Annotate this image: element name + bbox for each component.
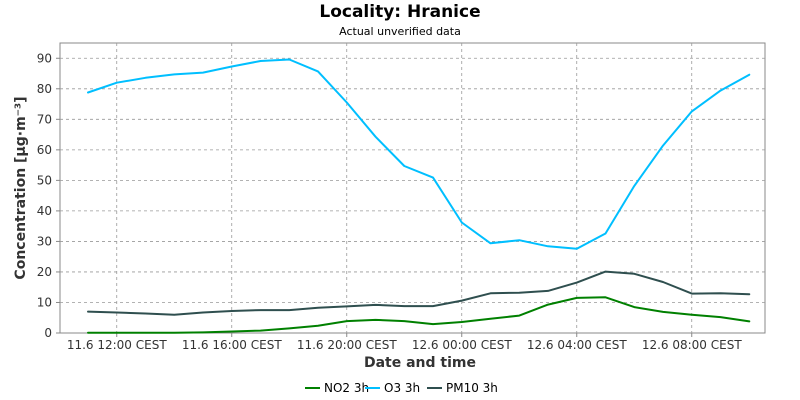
y-axis-ticks: 0 10 20 30 40 50 60 70 80 90 <box>37 51 60 340</box>
series-line-2 <box>87 270 751 316</box>
x-tick-label: 11.6 12:00 CEST <box>67 338 168 352</box>
chart-title: Locality: Hranice <box>319 2 480 22</box>
y-tick-label: 40 <box>37 204 52 218</box>
series-line-0 <box>87 296 751 334</box>
y-tick-label: 80 <box>37 82 52 96</box>
y-tick-label: 20 <box>37 265 52 279</box>
series-lines <box>87 58 751 334</box>
y-tick-label: 0 <box>44 326 52 340</box>
x-axis-label: Date and time <box>364 355 476 371</box>
series-line-1 <box>87 58 751 250</box>
legend-label: NO2 3h <box>324 381 369 395</box>
x-tick-label: 12.6 00:00 CEST <box>412 338 513 352</box>
x-tick-label: 11.6 20:00 CEST <box>297 338 398 352</box>
x-tick-label: 12.6 08:00 CEST <box>642 338 743 352</box>
y-tick-label: 90 <box>37 51 52 65</box>
legend: NO2 3h O3 3h PM10 3h <box>305 381 498 395</box>
legend-label: PM10 3h <box>446 381 498 395</box>
chart-subtitle: Actual unverified data <box>339 25 461 38</box>
y-axis-label: Concentration [µg·m⁻³] <box>13 96 29 279</box>
x-tick-label: 12.6 04:00 CEST <box>527 338 628 352</box>
legend-label: O3 3h <box>384 381 420 395</box>
y-tick-label: 30 <box>37 234 52 248</box>
x-axis-ticks: 11.6 12:00 CEST 11.6 16:00 CEST 11.6 20:00… <box>67 333 743 352</box>
x-tick-label: 11.6 16:00 CEST <box>182 338 283 352</box>
y-tick-label: 70 <box>37 112 52 126</box>
y-tick-label: 10 <box>37 295 52 309</box>
y-tick-label: 60 <box>37 143 52 157</box>
plot-area <box>59 42 766 334</box>
y-tick-label: 50 <box>37 173 52 187</box>
gridlines <box>60 43 765 333</box>
